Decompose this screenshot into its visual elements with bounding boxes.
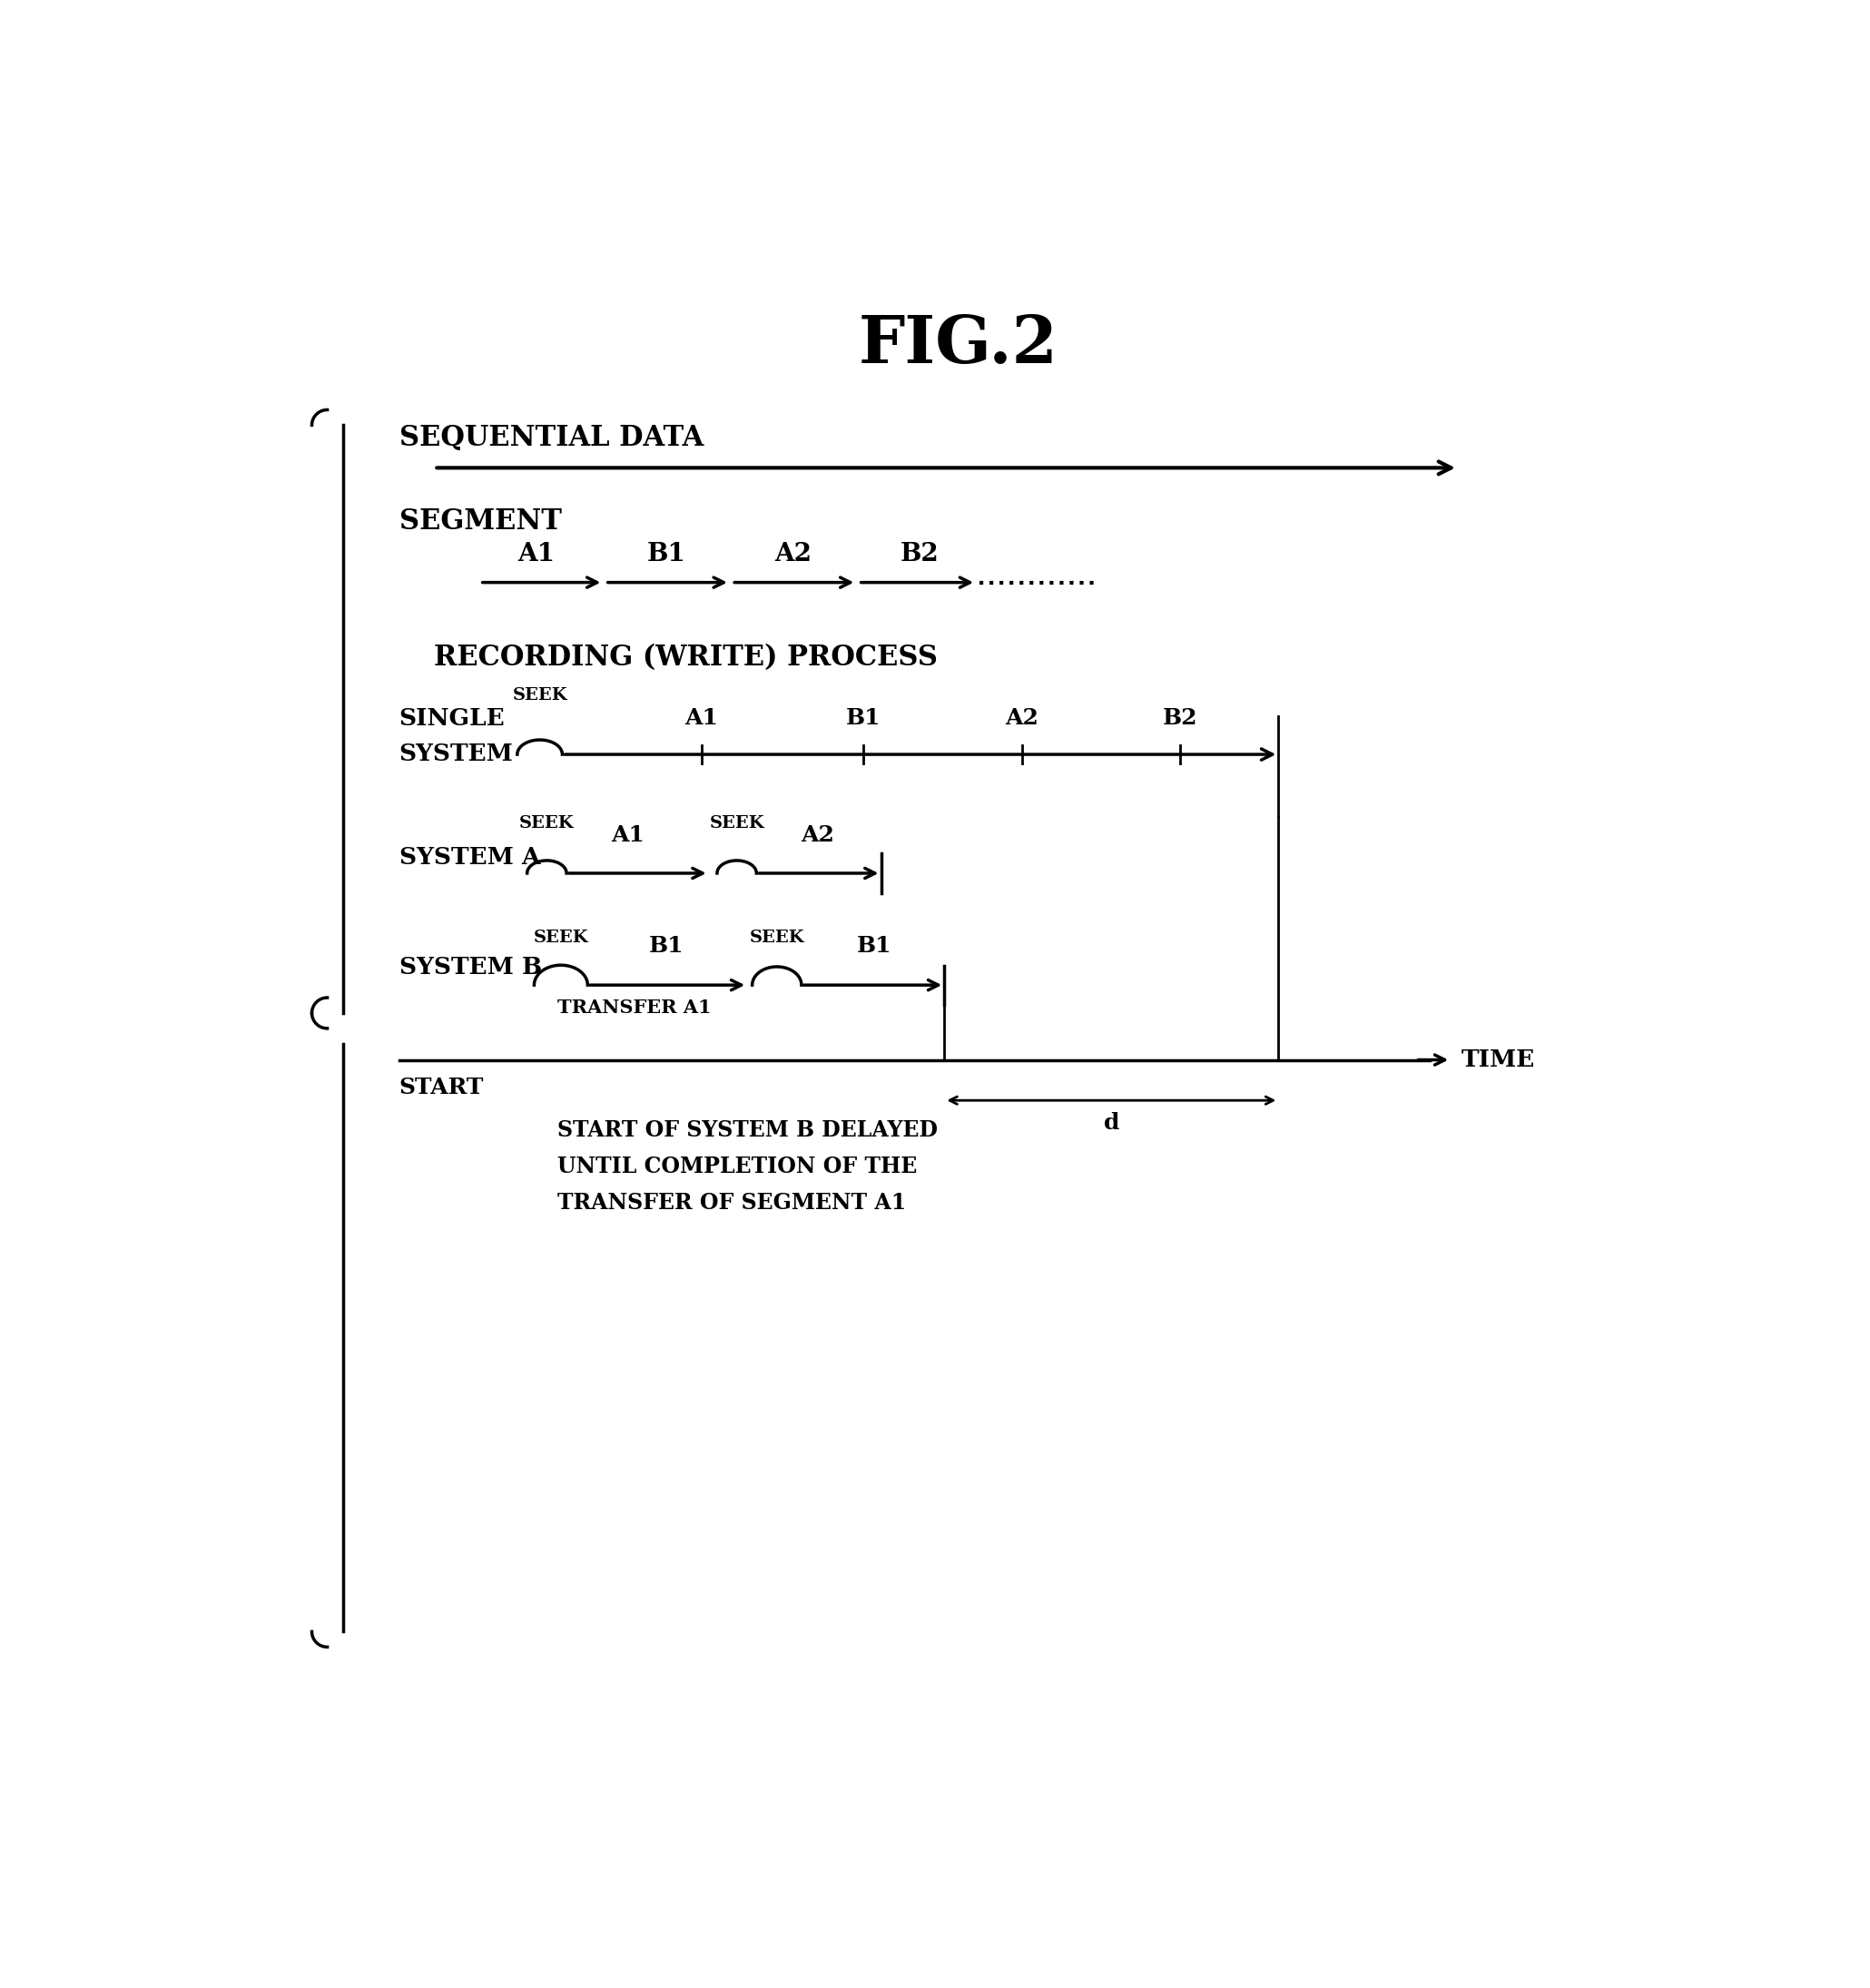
Text: FIG.2: FIG.2 [858,312,1058,376]
Text: B1: B1 [856,934,892,956]
Text: TRANSFER A1: TRANSFER A1 [557,998,711,1016]
Text: B2: B2 [899,543,939,567]
Text: A2: A2 [774,543,812,567]
Text: SEQUENTIAL DATA: SEQUENTIAL DATA [398,423,703,451]
Text: SINGLE: SINGLE [398,708,505,730]
Text: RECORDING (WRITE) PROCESS: RECORDING (WRITE) PROCESS [434,644,939,672]
Text: A2: A2 [1004,708,1038,730]
Text: A2: A2 [800,823,834,845]
Text: START OF SYSTEM B DELAYED: START OF SYSTEM B DELAYED [557,1119,937,1141]
Text: TRANSFER OF SEGMENT A1: TRANSFER OF SEGMENT A1 [557,1191,907,1213]
Text: A1: A1 [611,823,645,845]
Text: UNTIL COMPLETION OF THE: UNTIL COMPLETION OF THE [557,1155,916,1177]
Text: SYSTEM A: SYSTEM A [398,845,540,869]
Text: d: d [1103,1111,1120,1133]
Text: TIME: TIME [1460,1048,1535,1072]
Text: B1: B1 [845,708,881,730]
Text: B1: B1 [649,934,684,956]
Text: START: START [398,1077,484,1099]
Text: B2: B2 [1163,708,1197,730]
Text: A1: A1 [518,543,555,567]
Text: B1: B1 [647,543,686,567]
Text: SEEK: SEEK [512,686,567,704]
Text: SEEK: SEEK [520,815,574,831]
Text: A1: A1 [684,708,718,730]
Text: SYSTEM B: SYSTEM B [398,956,542,978]
Text: SEEK: SEEK [533,928,589,946]
Text: SEGMENT: SEGMENT [398,507,561,535]
Text: SEEK: SEEK [750,928,804,946]
Text: SEEK: SEEK [709,815,765,831]
Text: SYSTEM: SYSTEM [398,742,514,765]
